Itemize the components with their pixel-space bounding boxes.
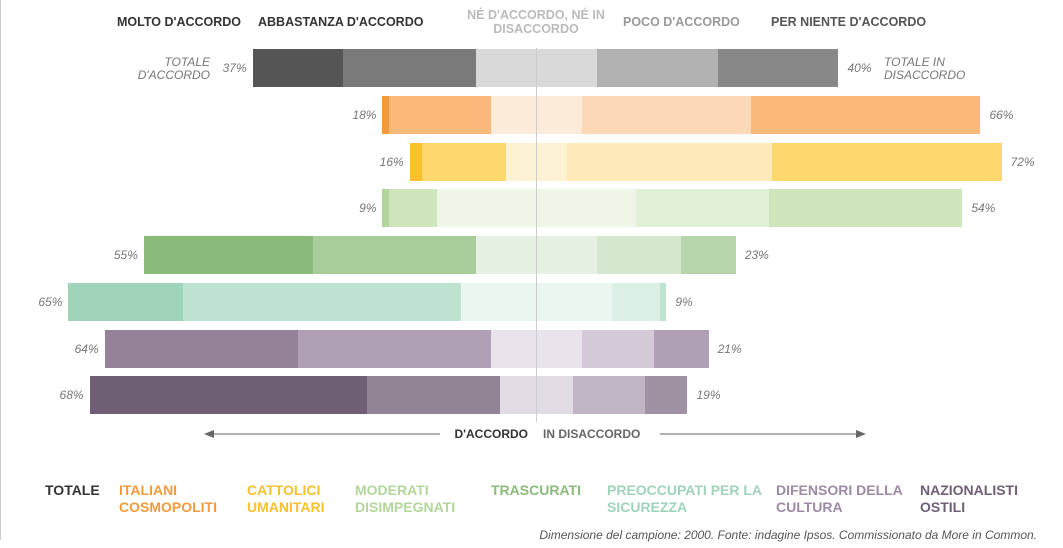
total-label: 9% — [359, 201, 377, 216]
bar-segment — [681, 236, 736, 274]
total-label: 66% — [989, 107, 1014, 122]
bar-segment — [252, 49, 344, 87]
legend-group: CATTOLICI UMANITARI — [247, 482, 325, 515]
legend-category: NÉ D'ACCORDO, NÉ IN DISACCORDO — [467, 8, 605, 36]
axis-label: D'ACCORDO — [454, 427, 528, 441]
bar-segment — [612, 282, 661, 321]
total-label: 72% — [1010, 154, 1035, 169]
bar-segment — [596, 49, 718, 87]
legend-category: POCO D'ACCORDO — [623, 15, 740, 29]
bar-segment — [68, 282, 184, 321]
bar-segment — [104, 329, 298, 368]
bar-segment — [636, 189, 770, 228]
footnote: Dimensione del campione: 2000. Fonte: in… — [539, 528, 1037, 542]
bar-segment — [297, 329, 492, 368]
bar-segment — [717, 49, 839, 87]
legend-group: TRASCURATI — [491, 482, 581, 498]
border — [0, 0, 1, 540]
side-label: TOTALE D'ACCORDO — [137, 55, 210, 82]
bar-segment — [769, 189, 963, 228]
total-label: 21% — [717, 341, 742, 356]
legend-category: ABBASTANZA D'ACCORDO — [258, 15, 424, 29]
bar-segment — [143, 236, 313, 274]
bar-segment — [581, 95, 751, 134]
bar-segment — [596, 236, 682, 274]
bar-segment — [750, 95, 981, 134]
bar-segment — [654, 329, 709, 368]
total-label: 68% — [59, 388, 84, 403]
total-label: 65% — [38, 294, 63, 309]
bar-segment — [421, 142, 507, 181]
total-label: 19% — [696, 388, 721, 403]
total-label: 18% — [352, 107, 377, 122]
total-label: 37% — [222, 61, 247, 75]
bar-segment — [566, 142, 773, 181]
bar-segment — [645, 376, 688, 415]
bar-segment — [343, 49, 477, 87]
bar-segment — [89, 376, 368, 415]
bar-segment — [660, 282, 667, 321]
legend-group: NAZIONALISTI OSTILI — [920, 482, 1018, 515]
total-label: 9% — [675, 294, 693, 309]
axis-label: IN DISACCORDO — [543, 427, 641, 441]
legend-group: PREOCCUPATI PER LA SICUREZZA — [607, 482, 762, 515]
bar-segment — [409, 142, 422, 181]
side-label: TOTALE IN DISACCORDO — [884, 55, 966, 82]
legend-category: MOLTO D'ACCORDO — [117, 15, 242, 29]
bar-segment — [388, 95, 492, 134]
total-label: 23% — [744, 248, 769, 262]
bar-segment — [382, 189, 389, 228]
bar-segment — [772, 142, 1002, 181]
total-label: 40% — [847, 61, 872, 75]
bar-segment — [572, 376, 646, 415]
bar-segment — [581, 329, 655, 368]
bar-segment — [367, 376, 501, 415]
legend-group: ITALIANI COSMOPOLITI — [119, 482, 217, 515]
bar-segment — [388, 189, 437, 228]
legend-category: PER NIENTE D'ACCORDO — [771, 15, 927, 29]
legend-group: DIFENSORI DELLA CULTURA — [776, 482, 903, 515]
center-line — [536, 48, 537, 422]
bar-segment — [382, 95, 389, 134]
bar-segment — [183, 282, 461, 321]
total-label: 16% — [379, 154, 404, 169]
legend-group: TOTALE — [45, 482, 100, 498]
total-label: 55% — [113, 248, 138, 262]
bar-segment — [313, 236, 477, 274]
legend-group: MODERATI DISIMPEGNATI — [355, 482, 456, 515]
total-label: 54% — [971, 201, 996, 216]
total-label: 64% — [74, 341, 99, 356]
